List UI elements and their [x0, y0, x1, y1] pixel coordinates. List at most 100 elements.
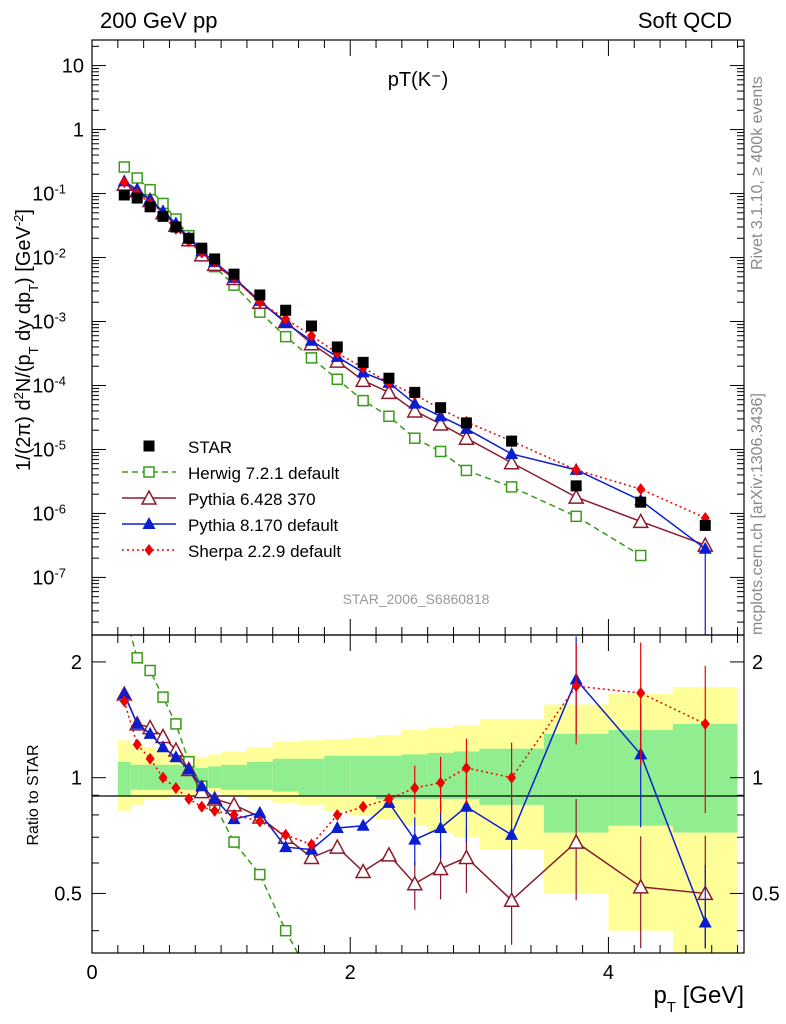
point-herwig	[305, 352, 318, 364]
point-pythia6	[354, 371, 372, 388]
ylabel-part-8: ]	[13, 209, 35, 215]
ratio-point-pythia8	[117, 687, 131, 700]
y-tick-label-exponent: -1	[54, 181, 66, 196]
y-tick-label: 10-2	[32, 245, 66, 270]
legend-label-sherpa: Sherpa 2.2.9 default	[188, 542, 341, 561]
ratio-point-pythia6	[406, 875, 424, 891]
ratio-point-pythia8	[253, 805, 267, 818]
point-data	[118, 189, 130, 201]
band-inner-segment	[246, 761, 273, 790]
ratio-point-pythia8	[156, 740, 170, 753]
ylabel-part-0: 1/(2π) d	[13, 399, 35, 471]
ratio-point-pythia6	[632, 878, 649, 894]
point-data	[409, 386, 421, 398]
point-data	[170, 221, 182, 233]
ratio-point-herwig	[254, 868, 266, 881]
point-herwig	[357, 394, 369, 407]
x-tick-label: 0	[86, 962, 97, 984]
y-tick-label-exponent: -7	[54, 565, 66, 580]
point-herwig	[331, 373, 344, 386]
ratio-y-tick-label-left: 2	[71, 652, 82, 674]
point-data	[228, 268, 240, 280]
legend-marker-pythia8	[142, 517, 156, 529]
ratio-point-pythia6	[303, 848, 320, 865]
point-pythia6	[567, 488, 585, 504]
y-tick-label-base: 10	[32, 567, 54, 589]
point-pythia6	[406, 402, 424, 418]
y-tick-label: 10-7	[32, 565, 66, 590]
ratio-point-pythia6	[329, 838, 346, 854]
point-data	[209, 253, 221, 265]
ratio-point-sherpa	[281, 828, 291, 841]
ratio-point-pythia8	[182, 762, 196, 775]
y-tick-label-base: 10	[32, 184, 54, 206]
point-pythia6	[503, 454, 520, 470]
legend-label-pythia8: Pythia 8.170 default	[188, 516, 339, 535]
x-axis-label: pT [GeV]	[653, 982, 744, 1016]
x-tick-label: 4	[603, 962, 614, 984]
ratio-point-pythia6	[567, 833, 585, 849]
ylabel-part-1: 2	[11, 392, 26, 399]
spectrum-y-axis-label: 1/(2π) d2N/(pT dy dpT) [GeV-2]	[11, 209, 41, 471]
ratio-plot-frame	[91, 634, 745, 954]
legend-marker-herwig	[143, 466, 155, 478]
point-sherpa	[281, 312, 291, 325]
ratio-y-tick-label-right: 0.5	[752, 883, 780, 905]
series-line-sherpa	[123, 181, 706, 519]
ratio-series-sherpa	[119, 642, 710, 851]
ratio-point-sherpa	[636, 687, 646, 700]
ratio-point-pythia8	[356, 818, 370, 831]
ratio-y-axis-label: Ratio to STAR	[25, 744, 42, 845]
ratio-point-pythia8	[330, 820, 344, 833]
y-tick-label-base: 1	[73, 120, 84, 142]
band-inner-segment	[208, 766, 222, 789]
y-tick-label-base: 10	[32, 503, 54, 525]
point-data	[157, 210, 169, 222]
point-data	[570, 480, 582, 492]
point-pythia6	[632, 512, 649, 529]
ratio-point-pythia8	[130, 716, 144, 729]
point-sherpa	[636, 483, 646, 496]
band-inner-segment	[272, 758, 299, 792]
ratio-point-sherpa	[184, 793, 194, 806]
y-tick-label-exponent: -6	[54, 501, 66, 516]
point-data	[331, 341, 343, 353]
ratio-point-pythia8	[408, 832, 422, 845]
ratio-point-pythia8	[698, 915, 712, 928]
ratio-line-sherpa	[123, 685, 706, 846]
point-data	[699, 519, 711, 531]
ratio-point-sherpa	[410, 782, 420, 795]
band-inner-segment	[221, 764, 247, 790]
band-inner-segment	[169, 764, 183, 790]
point-pythia8	[698, 541, 712, 554]
y-tick-label-exponent: -2	[54, 245, 66, 260]
point-data	[383, 372, 395, 384]
ratio-point-pythia6	[225, 796, 243, 812]
point-data	[435, 402, 447, 414]
ratio-point-pythia6	[432, 860, 449, 876]
ratio-point-sherpa	[332, 808, 342, 821]
point-data	[254, 289, 266, 301]
ratio-point-sherpa	[700, 717, 710, 730]
ratio-y-tick-label-right: 1	[752, 768, 763, 790]
ratio-point-pythia6	[458, 848, 475, 865]
ratio-point-sherpa	[171, 782, 181, 795]
ratio-point-sherpa	[132, 738, 142, 751]
point-sherpa	[119, 176, 129, 189]
ratio-axis-ticks	[91, 635, 744, 953]
y-tick-label-base: 10	[32, 248, 54, 270]
y-tick-label-base: 10	[32, 375, 54, 397]
y-tick-label-base: 10	[32, 439, 54, 461]
ylabel-part-6: ) [GeV	[13, 225, 35, 283]
point-data	[183, 232, 195, 244]
legend-label-pythia6: Pythia 6.428 370	[188, 490, 316, 509]
point-data	[506, 435, 518, 447]
ratio-point-sherpa	[461, 761, 471, 774]
y-tick-label: 10-3	[32, 309, 66, 334]
x-tick-label: 2	[345, 962, 356, 984]
ylabel-part-4: dy dp	[13, 292, 35, 346]
point-herwig	[570, 510, 582, 523]
point-herwig	[118, 161, 131, 173]
point-data	[280, 304, 292, 316]
